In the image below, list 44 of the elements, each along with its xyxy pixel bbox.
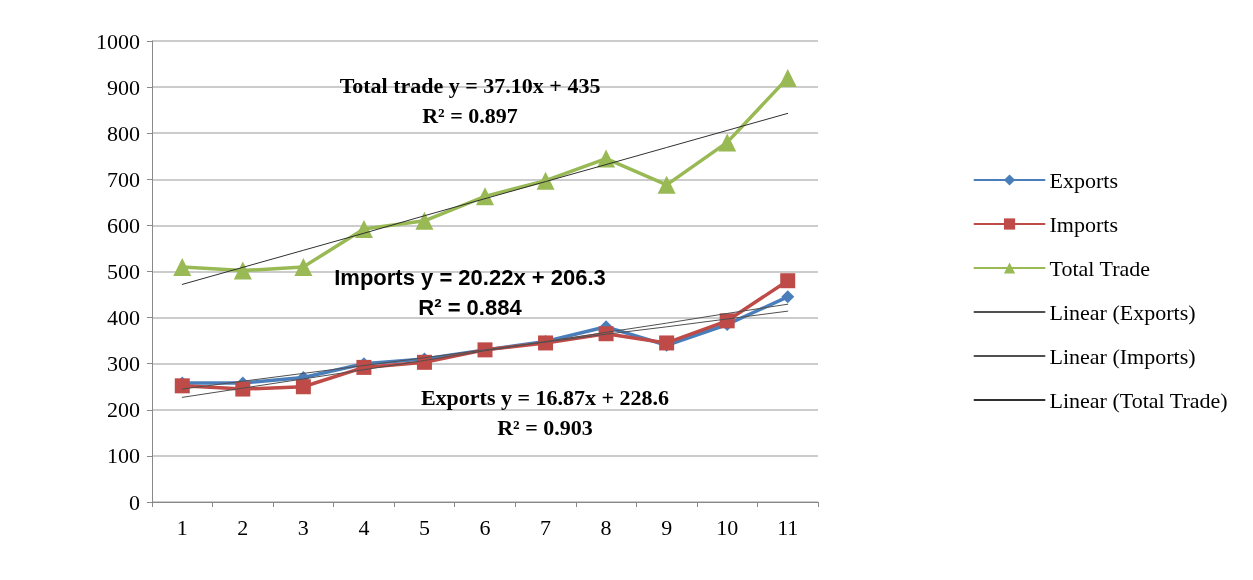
point [415,211,434,230]
point [718,133,737,152]
point [173,257,192,276]
point [174,378,190,394]
point [295,379,311,395]
y-tick-label: 900 [107,74,140,100]
x-tick-label: 5 [418,514,430,540]
x-tick-label: 4 [358,514,370,540]
y-tick-label: 100 [107,443,140,469]
point [778,68,797,87]
x-tick-label: 1 [176,514,188,540]
x-tick-label: 10 [716,514,739,540]
y-tick-label: 1000 [96,28,140,54]
x-tick-label: 9 [661,514,673,540]
point [536,171,555,190]
x-tick-label: 11 [777,514,799,540]
x-tick-label: 7 [540,514,552,540]
point [780,273,796,289]
legend-label: Linear (Total Trade) [1049,387,1228,413]
annotation: Total trade y = 37.10x + 435 R² = 0.897 [339,72,601,128]
y-tick-label: 500 [107,259,140,284]
y-tick-label: 0 [129,489,140,515]
point [657,175,676,194]
legend-label: Imports [1049,211,1118,237]
point [781,290,795,304]
legend-label: Total Trade [1049,255,1151,281]
legend-label: Linear (Imports) [1049,343,1196,369]
y-tick-label: 400 [107,305,140,331]
legend-label: Exports [1049,167,1118,193]
x-tick-label: 3 [297,514,309,540]
annotation: Imports y = 20.22x + 206.3 R² = 0.884 [334,264,606,320]
legend-label: Linear (Exports) [1049,299,1196,325]
y-tick-label: 800 [107,120,140,146]
point [233,261,252,280]
annotation: Exports y = 16.87x + 228.6 R² = 0.903 [420,384,670,440]
y-tick-label: 200 [107,397,140,423]
y-tick-label: 700 [107,166,140,192]
y-tick-label: 300 [107,351,140,377]
x-tick-label: 2 [237,514,249,540]
x-tick-label: 6 [479,514,491,540]
x-tick-label: 8 [600,514,612,540]
point [476,187,494,206]
y-tick-label: 600 [107,212,140,238]
point [294,257,313,276]
